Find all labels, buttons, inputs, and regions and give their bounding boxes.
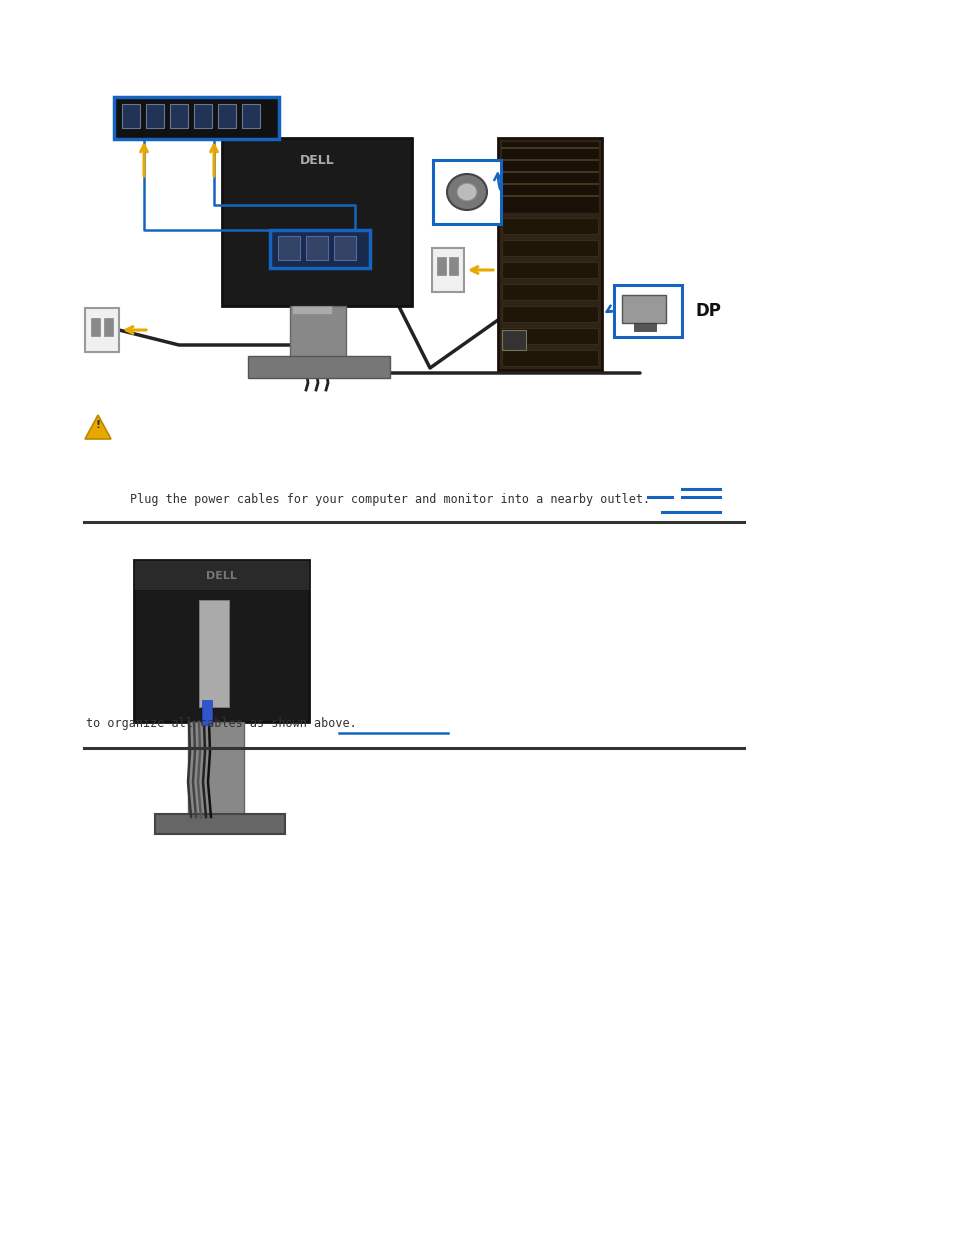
Bar — [433, 161, 500, 224]
Bar — [193, 104, 212, 128]
Bar — [497, 138, 601, 370]
Text: to organize all cables as shown above.: to organize all cables as shown above. — [86, 718, 356, 730]
Bar — [154, 814, 285, 834]
Bar — [501, 142, 598, 212]
Bar — [222, 138, 412, 306]
Bar — [501, 350, 598, 366]
Bar — [501, 240, 598, 256]
Text: DELL: DELL — [205, 571, 236, 580]
Ellipse shape — [447, 174, 486, 210]
Bar — [449, 257, 457, 275]
Text: DELL: DELL — [299, 153, 334, 167]
Bar — [91, 317, 100, 336]
Ellipse shape — [456, 183, 476, 201]
Bar — [218, 104, 235, 128]
Bar — [501, 306, 598, 322]
Bar — [306, 236, 328, 261]
Polygon shape — [85, 415, 111, 438]
Bar — [248, 356, 390, 378]
Bar — [188, 722, 244, 818]
Bar — [290, 306, 346, 358]
Bar — [104, 317, 112, 336]
Text: DP: DP — [696, 303, 721, 320]
Bar — [501, 219, 598, 233]
Bar — [292, 306, 332, 314]
Bar — [199, 600, 229, 706]
Bar — [277, 236, 299, 261]
Bar — [436, 257, 446, 275]
Bar — [170, 104, 188, 128]
Bar — [614, 285, 681, 337]
Bar — [202, 700, 212, 725]
Bar — [270, 230, 370, 268]
Bar — [146, 104, 164, 128]
Bar — [501, 262, 598, 278]
Bar — [242, 104, 260, 128]
Text: !: ! — [95, 420, 100, 430]
Bar — [85, 308, 119, 352]
Bar — [133, 559, 309, 722]
Bar — [133, 559, 309, 590]
Bar — [501, 329, 598, 345]
Bar — [634, 324, 656, 331]
Text: Plug the power cables for your computer and monitor into a nearby outlet.: Plug the power cables for your computer … — [130, 494, 649, 506]
Bar — [113, 98, 278, 140]
Bar — [621, 295, 665, 324]
Bar — [122, 104, 140, 128]
Bar — [501, 284, 598, 300]
Bar — [432, 248, 463, 291]
Bar — [334, 236, 355, 261]
Bar — [501, 330, 525, 350]
